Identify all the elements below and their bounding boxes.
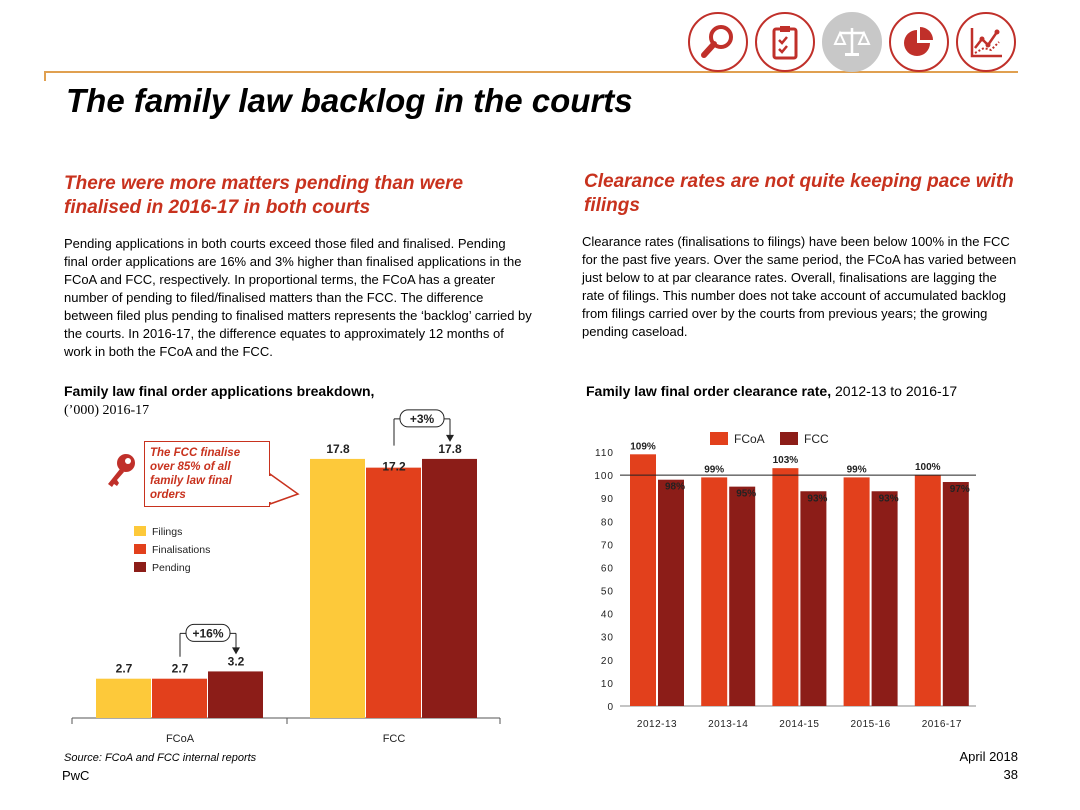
chart2-title: Family law final order clearance rate, <box>586 383 832 399</box>
data-label: 17.8 <box>326 442 350 456</box>
legend-label-pending: Pending <box>152 562 191 574</box>
page-title: The family law backlog in the courts <box>66 82 633 119</box>
bar-pending-fcc <box>422 458 477 718</box>
x-tick-label: 2014-15 <box>779 719 819 730</box>
data-label: 93% <box>879 493 899 504</box>
callout-box: The FCC finalise over 85% of all family … <box>144 441 270 507</box>
legend-label-finalisations: Finalisations <box>152 544 210 556</box>
x-tick-label: 2016-17 <box>922 719 962 730</box>
y-tick-label: 20 <box>601 656 614 667</box>
bar-fcoa-2014-15 <box>772 468 799 706</box>
annotation-pill <box>185 623 231 642</box>
y-tick-label: 100 <box>594 471 614 482</box>
source-note: Source: FCoA and FCC internal reports <box>64 752 257 764</box>
chart2-subtitle: 2012-13 to 2016-17 <box>835 383 958 399</box>
legend-swatch-filings <box>134 526 146 536</box>
bar-fcc-2015-16 <box>871 491 898 706</box>
scales-icon[interactable] <box>822 12 882 72</box>
x-tick-label: 2015-16 <box>850 719 890 730</box>
bar-fcoa-2012-13 <box>630 454 656 706</box>
data-label: 100% <box>915 462 941 473</box>
bar-pending-fcoa <box>208 671 263 718</box>
brand-footer: PwC <box>62 768 90 783</box>
y-tick-label: 30 <box>601 633 614 644</box>
data-label: 99% <box>704 464 724 475</box>
legend-swatch-fcoa <box>710 432 728 445</box>
data-label: 3.2 <box>228 654 245 668</box>
data-label: 109% <box>630 441 656 452</box>
data-label: 103% <box>773 455 799 466</box>
x-tick-label: 2012-13 <box>637 719 677 730</box>
callout-pointer <box>268 472 300 506</box>
y-tick-label: 0 <box>607 702 614 713</box>
y-tick-label: 80 <box>601 517 614 528</box>
page-number: 38 <box>1003 767 1018 782</box>
x-tick-label: FCoA <box>166 733 195 745</box>
bar-finalisations-fcoa <box>152 678 207 718</box>
y-tick-label: 90 <box>601 494 614 505</box>
y-tick-label: 60 <box>601 563 614 574</box>
annotation-label: +16% <box>192 626 223 640</box>
data-label: 99% <box>847 464 867 475</box>
bar-filings-fcoa <box>96 678 151 718</box>
legend-label-filings: Filings <box>152 526 182 538</box>
legend-label-fcoa: FCoA <box>734 432 765 446</box>
key-icon <box>104 452 138 495</box>
bar-finalisations-fcc <box>366 467 421 718</box>
y-tick-label: 40 <box>601 610 614 621</box>
top-rule <box>44 71 1018 73</box>
bar-fcoa-2016-17 <box>914 475 941 706</box>
data-label: 2.7 <box>172 662 189 676</box>
data-label: 97% <box>950 484 970 495</box>
left-heading: There were more matters pending than wer… <box>64 173 464 218</box>
bar-fcc-2013-14 <box>729 486 756 706</box>
data-label: 95% <box>736 489 756 500</box>
chart1-subtitle: (’000) 2016-17 <box>64 403 150 418</box>
y-tick-label: 10 <box>601 679 614 690</box>
y-tick-label: 70 <box>601 540 614 551</box>
right-heading: Clearance rates are not quite keeping pa… <box>584 171 1014 216</box>
y-tick-label: 50 <box>601 587 614 598</box>
legend-label-fcc: FCC <box>804 432 829 446</box>
legend-swatch-fcc <box>780 432 798 445</box>
data-label: 17.2 <box>382 460 406 474</box>
chart1-title-block: Family law final order applications brea… <box>64 382 504 420</box>
y-tick-label: 110 <box>595 448 614 459</box>
x-tick-label: FCC <box>383 733 406 745</box>
pie-chart-icon[interactable] <box>889 12 949 72</box>
annotation-arrowhead <box>232 647 240 655</box>
annotation-arrowhead <box>446 434 454 442</box>
top-rule-tick <box>44 71 46 81</box>
chart1-title: Family law final order applications brea… <box>64 383 375 399</box>
legend-swatch-pending <box>134 562 146 572</box>
bar-fcc-2014-15 <box>800 491 827 706</box>
bar-filings-fcc <box>310 458 365 718</box>
bar-fcc-2016-17 <box>942 482 969 706</box>
applications-breakdown-chart: 2.7 2.7 3.2 FCoA 17.8 17.2 17.8 FCC Filings Final… <box>71 409 501 745</box>
clearance-rate-chart: 0 10 20 30 40 50 60 70 80 90 100 110 109% 98% 2012-13 9… <box>594 432 976 730</box>
clipboard-checklist-icon[interactable] <box>755 12 815 72</box>
annotation-label: +3% <box>410 412 435 426</box>
data-label: 98% <box>665 482 685 493</box>
chart2-title-block: Family law final order clearance rate, 2… <box>586 382 1026 400</box>
bar-fcoa-2013-14 <box>701 477 728 706</box>
data-label: 17.8 <box>438 442 462 456</box>
x-tick-label: 2013-14 <box>708 719 748 730</box>
magnifier-icon[interactable] <box>688 12 748 72</box>
bar-fcoa-2015-16 <box>843 477 870 706</box>
date-footer: April 2018 <box>959 749 1018 764</box>
right-body-text: Clearance rates (finalisations to filing… <box>582 234 1017 339</box>
left-body-text: Pending applications in both courts exce… <box>64 236 532 359</box>
bar-fcc-2012-13 <box>658 479 684 706</box>
line-chart-icon[interactable] <box>956 12 1016 72</box>
annotation-pill <box>399 409 445 428</box>
data-label: 2.7 <box>116 662 133 676</box>
data-label: 93% <box>807 493 827 504</box>
legend-swatch-finalisations <box>134 544 146 554</box>
